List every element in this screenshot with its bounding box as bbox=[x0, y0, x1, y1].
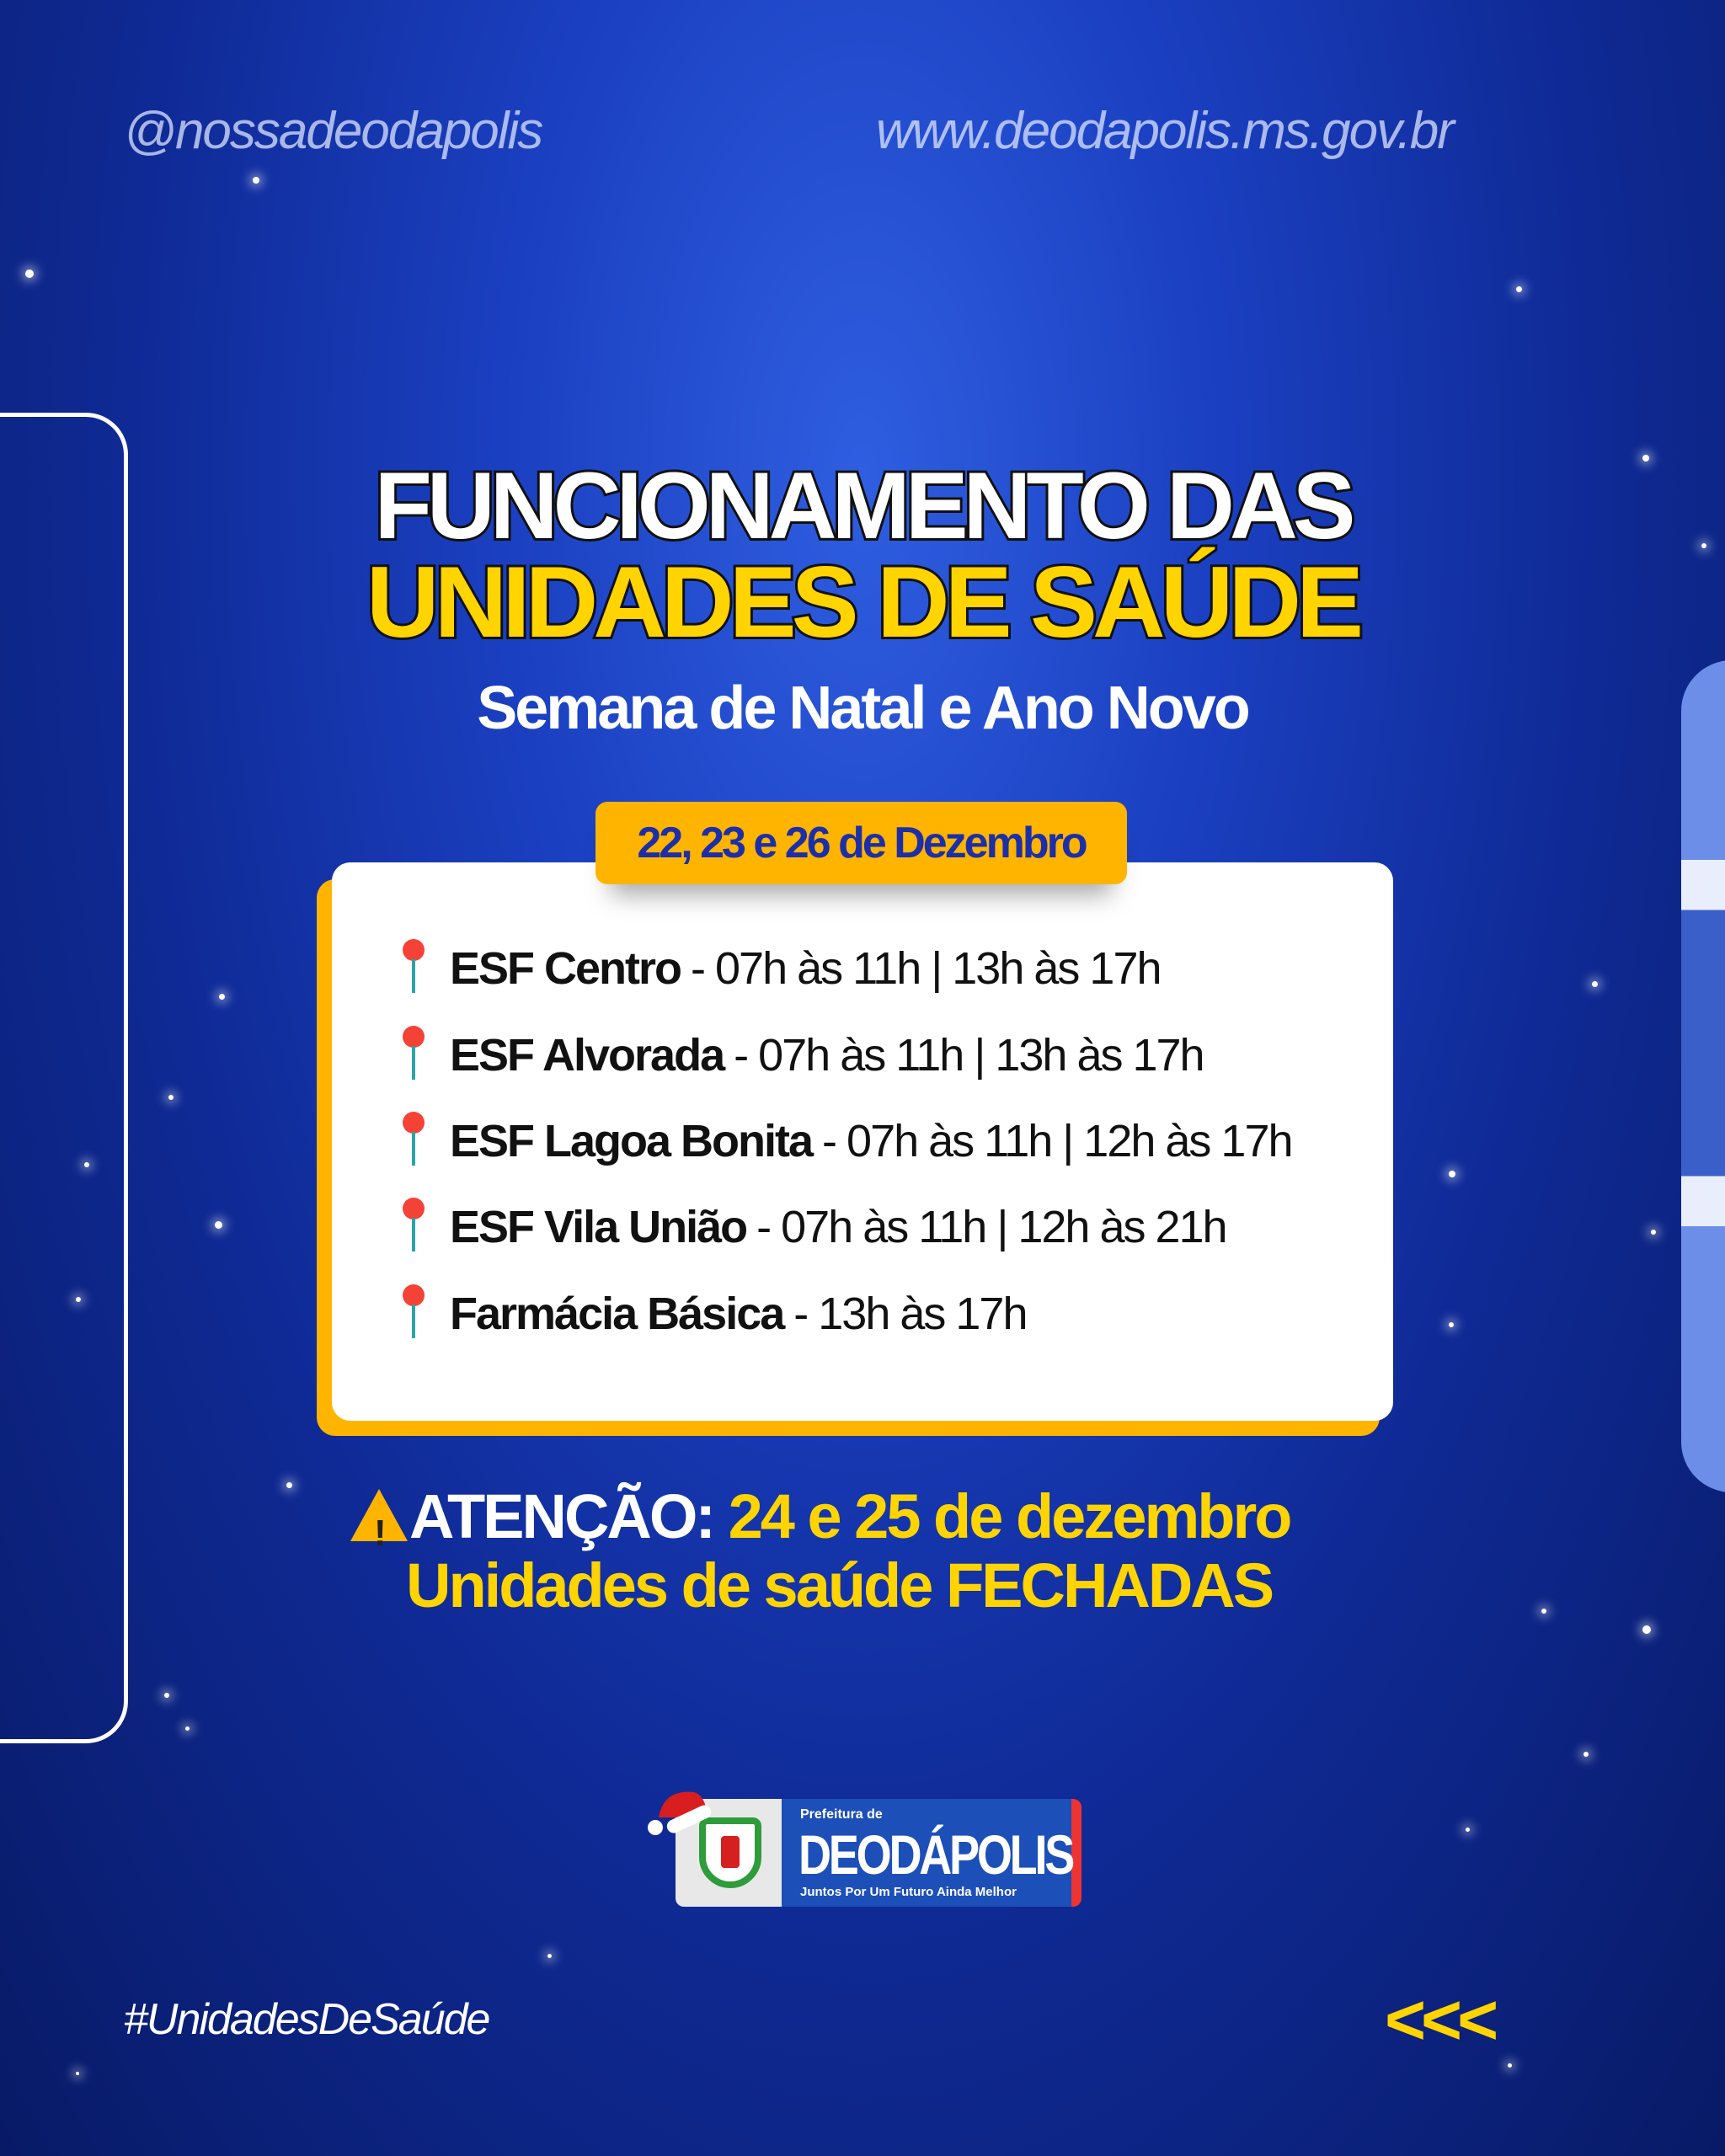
pin-icon bbox=[393, 1026, 435, 1085]
closed-message: Unidades de saúde FECHADAS bbox=[406, 1550, 1274, 1620]
unit-hours: - 07h às 11h | 13h às 17h bbox=[734, 1030, 1204, 1081]
unit-name: ESF Lagoa Bonita bbox=[450, 1116, 814, 1166]
star bbox=[84, 1162, 89, 1167]
star bbox=[1592, 981, 1598, 987]
title-line-2: UNIDADES DE SAÚDE bbox=[364, 546, 1366, 659]
star bbox=[1642, 455, 1649, 462]
star bbox=[1516, 286, 1522, 292]
unit-hours: - 07h às 11h | 12h às 17h bbox=[822, 1116, 1293, 1166]
star bbox=[215, 1221, 222, 1229]
star bbox=[1466, 1828, 1470, 1832]
logo-tagline: Juntos Por Um Futuro Ainda Melhor bbox=[800, 1885, 1017, 1899]
unit-name: ESF Vila União bbox=[450, 1202, 748, 1252]
star bbox=[1508, 2063, 1512, 2068]
subtitle: Semana de Natal e Ano Novo bbox=[477, 675, 1251, 742]
star bbox=[164, 1693, 169, 1698]
star bbox=[1651, 1230, 1656, 1235]
swipe-arrows-icon: <<< bbox=[1385, 1980, 1498, 2059]
pin-icon bbox=[393, 1198, 435, 1257]
santa-hat-icon bbox=[648, 1791, 712, 1835]
star bbox=[1449, 1322, 1454, 1327]
schedule-item: ESF Vila União - 07h às 11h | 12h às 21h bbox=[393, 1198, 1228, 1257]
star bbox=[219, 994, 225, 1000]
date-badge: 22, 23 e 26 de Dezembro bbox=[595, 802, 1127, 884]
schedule-item: Farmácia Básica - 13h às 17h bbox=[393, 1284, 1028, 1343]
unit-hours: - 07h às 11h | 13h às 17h bbox=[691, 943, 1162, 994]
star bbox=[168, 1095, 174, 1100]
star bbox=[286, 1482, 292, 1488]
star bbox=[547, 1954, 552, 1958]
social-handle: @nossadeodapolis bbox=[124, 102, 543, 160]
city-logo: Prefeitura de DEODÁPOLIS Juntos Por Um F… bbox=[647, 1784, 1085, 1910]
schedule-card bbox=[332, 862, 1393, 1421]
decorative-frame-left bbox=[0, 413, 128, 1743]
unit-name: ESF Centro bbox=[450, 943, 682, 994]
schedule-item: ESF Alvorada - 07h às 11h | 13h às 17h bbox=[393, 1026, 1205, 1085]
title-line-1: FUNCIONAMENTO DAS bbox=[371, 453, 1358, 558]
unit-hours: - 13h às 17h bbox=[793, 1289, 1028, 1339]
unit-name: ESF Alvorada bbox=[450, 1030, 725, 1081]
unit-name: Farmácia Básica bbox=[450, 1289, 785, 1339]
closed-dates: 24 e 25 de dezembro bbox=[728, 1481, 1293, 1551]
attention-notice: ! ATENÇÃO: 24 e 25 de dezembro Unidades d… bbox=[350, 1481, 1293, 1620]
warning-icon: ! bbox=[350, 1489, 408, 1554]
schedule-item: ESF Lagoa Bonita - 07h às 11h | 12h às 17… bbox=[393, 1112, 1294, 1171]
star bbox=[76, 1297, 81, 1302]
logo-name: DEODÁPOLIS bbox=[798, 1823, 1075, 1886]
pin-icon bbox=[393, 1284, 435, 1343]
logo-prefix: Prefeitura de bbox=[800, 1807, 883, 1822]
star bbox=[1642, 1625, 1651, 1634]
star bbox=[1541, 1609, 1546, 1614]
star bbox=[253, 177, 259, 184]
schedule-item: ESF Centro - 07h às 11h | 13h às 17h bbox=[393, 939, 1162, 998]
star bbox=[185, 1726, 190, 1731]
star bbox=[1449, 1171, 1455, 1177]
star bbox=[1583, 1752, 1589, 1757]
star bbox=[25, 270, 34, 278]
pin-icon bbox=[393, 939, 435, 998]
star bbox=[76, 2072, 79, 2075]
pin-icon bbox=[393, 1112, 435, 1171]
unit-hours: - 07h às 11h | 12h às 21h bbox=[756, 1202, 1227, 1252]
logo-wordmark: Prefeitura de DEODÁPOLIS Juntos Por Um F… bbox=[782, 1799, 1081, 1907]
attention-label: ATENÇÃO: bbox=[409, 1481, 716, 1551]
decorative-frame-right bbox=[1681, 660, 1725, 1492]
hashtag: #UnidadesDeSaúde bbox=[124, 1995, 490, 2044]
star bbox=[1701, 543, 1706, 548]
website-url: www.deodapolis.ms.gov.br bbox=[876, 102, 1455, 160]
